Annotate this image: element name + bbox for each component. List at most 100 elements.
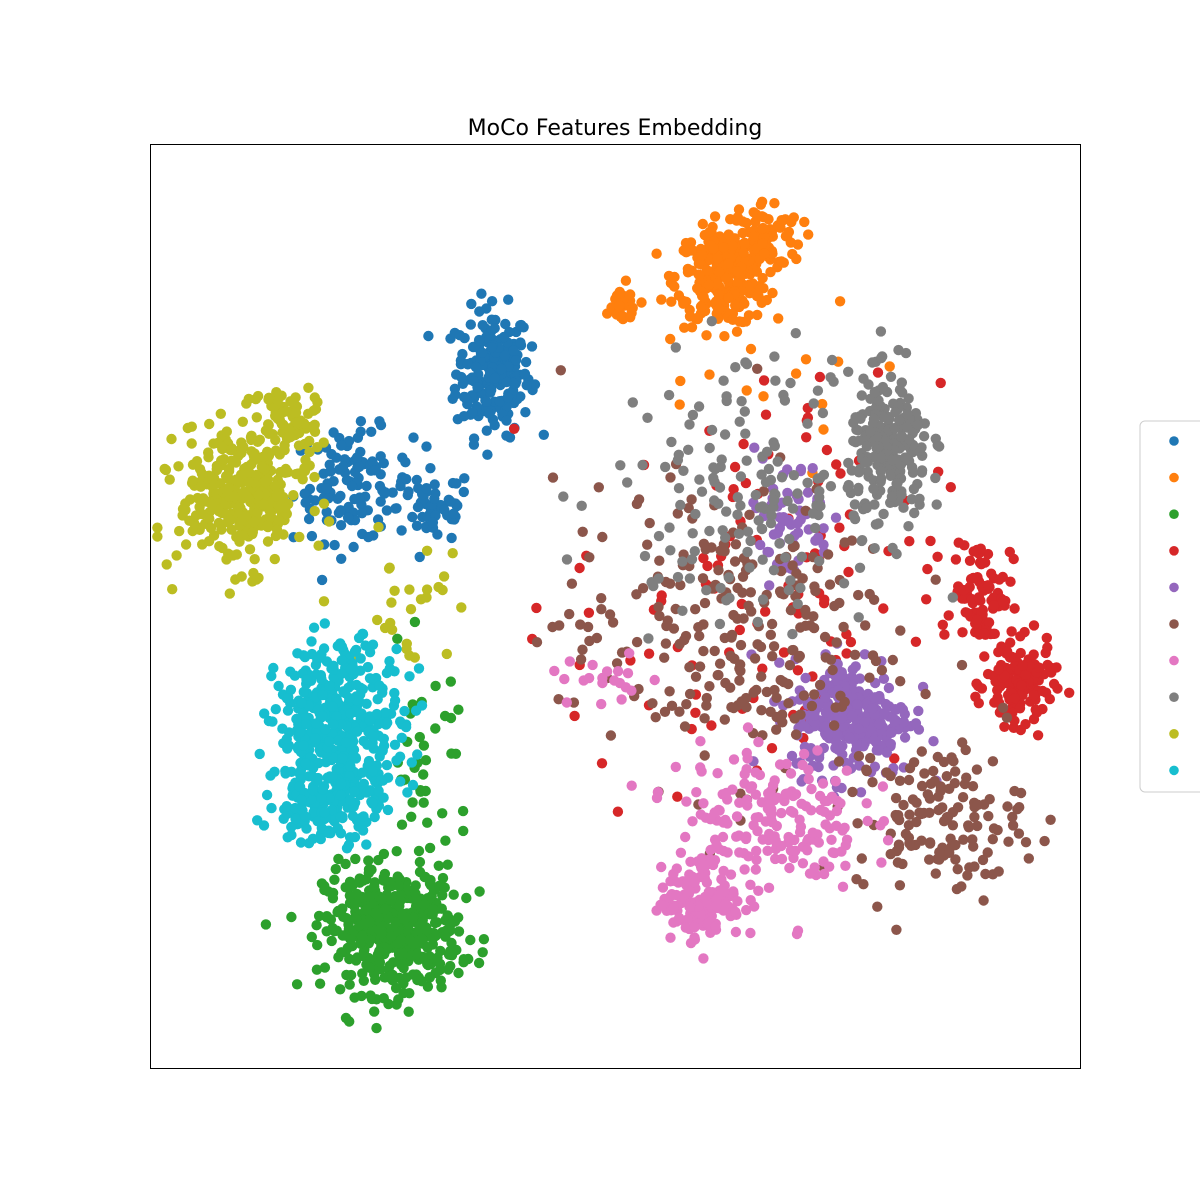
data-point-series-2 [418, 769, 429, 780]
data-point-series-1 [741, 385, 752, 396]
data-point-series-7 [903, 393, 914, 404]
data-point-series-9 [395, 776, 406, 787]
data-point-series-5 [887, 654, 898, 666]
data-point-series-6 [665, 932, 676, 943]
data-point-series-9 [317, 784, 328, 795]
data-point-series-0 [483, 408, 495, 419]
data-point-series-6 [802, 845, 813, 856]
data-point-series-9 [298, 740, 309, 751]
data-point-series-2 [437, 808, 448, 819]
data-point-series-1 [669, 281, 680, 292]
data-point-series-6 [791, 928, 803, 940]
data-point-series-0 [477, 320, 488, 331]
data-point-series-2 [436, 903, 447, 914]
data-point-series-5 [699, 713, 710, 724]
data-point-series-5 [766, 618, 778, 630]
data-point-series-6 [674, 912, 685, 924]
data-point-series-6 [699, 891, 711, 903]
data-point-series-7 [792, 598, 803, 610]
data-point-series-5 [749, 653, 761, 664]
data-point-series-5 [577, 526, 588, 537]
data-point-series-1 [704, 226, 715, 238]
data-point-series-7 [892, 478, 903, 489]
data-point-series-1 [666, 296, 677, 307]
data-point-series-9 [382, 804, 394, 816]
data-point-series-3 [994, 574, 1005, 585]
data-point-series-1 [698, 291, 709, 303]
data-point-series-7 [825, 372, 836, 383]
data-point-series-1 [757, 272, 768, 284]
data-point-series-5 [791, 568, 802, 579]
data-point-series-1 [636, 297, 647, 308]
data-point-series-7 [914, 493, 925, 504]
data-point-series-7 [903, 434, 915, 445]
data-point-series-0 [403, 486, 414, 497]
data-point-series-7 [704, 442, 715, 454]
data-point-series-7 [733, 528, 745, 539]
data-point-series-6 [734, 847, 745, 858]
data-point-series-7 [561, 554, 573, 565]
data-point-series-9 [282, 743, 293, 754]
data-point-series-5 [1001, 712, 1013, 723]
data-point-series-6 [822, 795, 833, 807]
data-point-series-3 [1048, 678, 1060, 690]
data-point-series-1 [695, 301, 707, 312]
data-point-series-7 [868, 413, 880, 425]
data-point-series-9 [301, 718, 312, 730]
data-point-series-2 [450, 748, 462, 759]
data-point-series-7 [672, 571, 684, 583]
data-point-series-2 [376, 894, 388, 905]
data-point-series-6 [710, 921, 721, 932]
data-point-series-5 [582, 621, 594, 633]
data-point-series-0 [450, 389, 461, 400]
data-point-series-5 [531, 637, 543, 648]
data-point-series-7 [843, 366, 854, 377]
data-point-series-5 [894, 880, 906, 891]
data-point-series-0 [303, 513, 315, 525]
data-point-series-5 [982, 847, 993, 858]
data-point-series-5 [756, 705, 767, 716]
data-point-series-3 [690, 707, 701, 718]
data-point-series-5 [908, 757, 920, 768]
data-point-series-5 [938, 816, 950, 827]
data-point-series-7 [893, 344, 904, 356]
data-point-series-8 [230, 574, 241, 585]
data-point-series-0 [482, 449, 493, 460]
data-point-series-8 [206, 499, 217, 510]
data-point-series-5 [952, 864, 963, 875]
data-point-series-8 [313, 540, 324, 551]
data-point-series-2 [321, 911, 333, 922]
data-point-series-9 [290, 802, 301, 814]
data-point-series-5 [872, 901, 883, 912]
data-point-series-7 [873, 395, 884, 406]
data-point-series-3 [1008, 553, 1019, 565]
data-point-series-5 [885, 848, 896, 860]
data-point-series-4 [820, 721, 832, 732]
data-point-series-0 [498, 331, 510, 343]
data-point-series-3 [964, 555, 976, 566]
data-point-series-7 [696, 486, 708, 497]
data-point-series-9 [281, 801, 292, 812]
data-point-series-2 [391, 846, 402, 857]
data-point-series-7 [752, 616, 763, 628]
data-point-series-0 [476, 347, 488, 358]
data-point-series-4 [786, 750, 798, 762]
data-point-series-7 [739, 406, 750, 417]
data-point-series-3 [935, 377, 946, 389]
data-point-series-3 [843, 566, 854, 578]
data-point-series-6 [749, 901, 760, 912]
data-point-series-3 [729, 461, 741, 473]
data-point-series-8 [280, 502, 291, 513]
data-point-series-5 [664, 686, 675, 697]
data-point-series-6 [684, 886, 696, 897]
data-point-series-9 [294, 781, 305, 792]
data-point-series-5 [661, 620, 672, 632]
data-point-series-8 [232, 475, 244, 487]
data-point-series-7 [639, 550, 651, 562]
data-point-series-3 [1009, 603, 1020, 614]
data-point-series-2 [374, 924, 385, 936]
data-point-series-1 [732, 278, 743, 289]
data-point-series-8 [184, 515, 195, 526]
data-point-series-9 [361, 698, 372, 709]
data-point-series-0 [367, 456, 378, 467]
